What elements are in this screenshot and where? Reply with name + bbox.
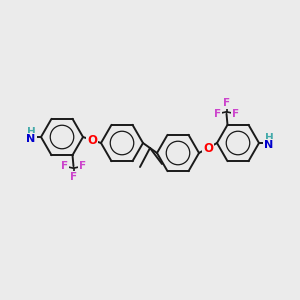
- Text: H: H: [27, 127, 35, 137]
- Text: O: O: [87, 134, 97, 146]
- Text: H: H: [265, 133, 273, 143]
- Text: F: F: [70, 172, 77, 182]
- Text: F: F: [232, 109, 239, 119]
- Text: N: N: [26, 134, 36, 144]
- Text: F: F: [61, 161, 68, 171]
- Text: F: F: [79, 161, 86, 171]
- Text: N: N: [264, 140, 274, 150]
- Text: F: F: [214, 109, 221, 119]
- Text: O: O: [203, 142, 213, 154]
- Text: F: F: [223, 98, 230, 108]
